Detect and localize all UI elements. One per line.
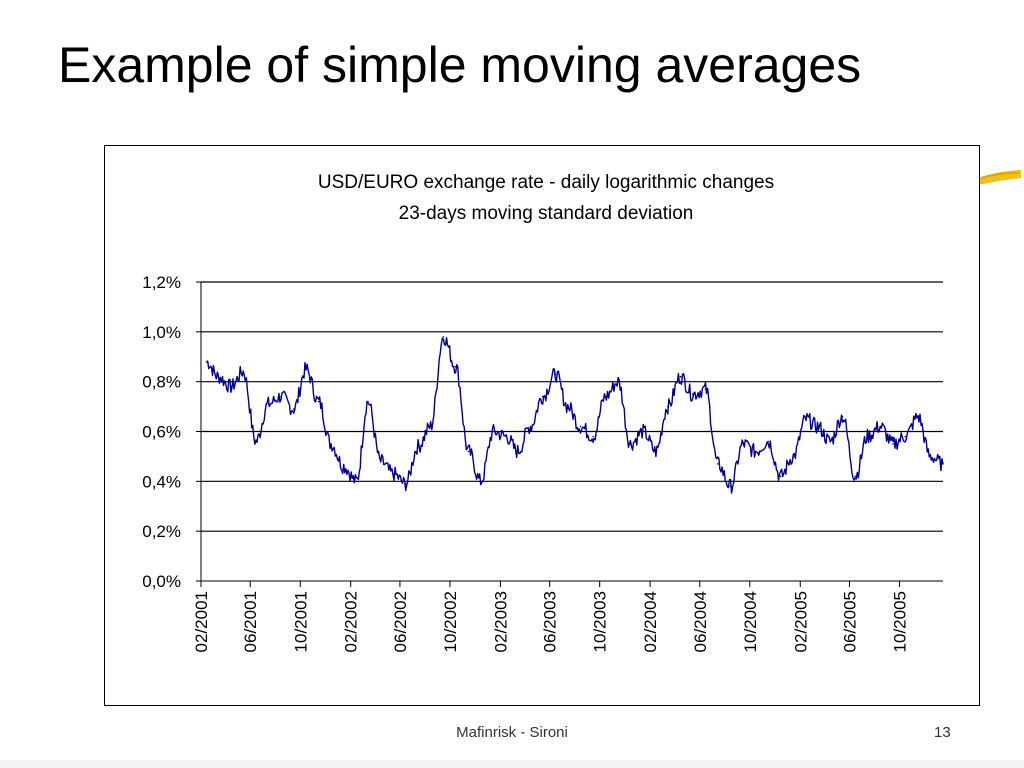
x-tick-label: 06/2005 — [840, 591, 859, 652]
x-tick-label: 06/2002 — [391, 591, 410, 652]
data-point — [917, 415, 919, 418]
data-point — [392, 473, 394, 475]
data-point — [579, 425, 582, 428]
data-point — [417, 445, 419, 448]
data-point — [854, 475, 856, 478]
x-tick-label: 10/2005 — [891, 591, 910, 652]
series-layer — [205, 336, 944, 494]
x-tick-label: 02/2002 — [342, 591, 361, 652]
data-point — [355, 480, 358, 483]
data-point — [305, 368, 307, 370]
data-point — [667, 405, 669, 408]
x-tick-label: 02/2001 — [192, 591, 211, 652]
bottom-rule — [0, 760, 1024, 768]
x-tick-label: 06/2004 — [691, 591, 710, 652]
data-point — [692, 393, 694, 395]
x-tick-label: 02/2005 — [791, 591, 810, 652]
data-point — [205, 360, 208, 363]
data-point — [230, 385, 232, 388]
data-point — [479, 480, 482, 483]
data-point — [566, 405, 569, 408]
data-point — [516, 450, 519, 453]
y-tick-label: 0,8% — [142, 373, 181, 392]
chart-frame: USD/EURO exchange rate - daily logarithm… — [104, 145, 980, 706]
page-number: 13 — [934, 724, 951, 741]
data-point — [866, 435, 869, 438]
data-point — [655, 450, 657, 453]
data-point — [454, 365, 457, 368]
data-point — [904, 435, 907, 438]
data-point — [554, 373, 557, 375]
data-point — [529, 425, 532, 428]
data-point — [879, 425, 881, 428]
data-point — [379, 460, 382, 463]
y-tick-label: 0,2% — [142, 522, 181, 541]
data-point — [367, 400, 369, 403]
x-tick-label: 06/2001 — [241, 591, 260, 652]
data-point — [929, 455, 932, 458]
x-tick-labels: 02/2001 06/2001 10/2001 02/2002 06/2002 10/20… — [192, 591, 910, 652]
data-point — [642, 430, 644, 433]
data-point — [729, 485, 732, 488]
data-point — [267, 403, 270, 405]
data-point — [792, 455, 795, 458]
x-tick-label: 02/2003 — [491, 591, 510, 652]
data-point — [217, 375, 219, 378]
data-point — [292, 408, 295, 410]
y-tick-label: 1,2% — [142, 273, 181, 292]
data-point — [592, 435, 594, 438]
slide-title: Example of simple moving averages — [58, 37, 862, 93]
data-point — [717, 463, 719, 465]
x-tick-label: 10/2003 — [591, 591, 610, 652]
data-point — [816, 425, 819, 428]
chart-title: USD/EURO exchange rate - daily logarithm… — [318, 172, 774, 193]
data-point — [829, 440, 831, 443]
y-tick-label: 1,0% — [142, 323, 181, 342]
y-tick-label: 0,6% — [142, 423, 181, 442]
data-point — [942, 463, 944, 465]
data-point — [492, 430, 495, 433]
data-point — [779, 475, 782, 478]
data-point — [617, 380, 619, 383]
axes — [196, 281, 943, 587]
data-point — [429, 425, 432, 428]
data-point — [442, 336, 445, 338]
data-point — [629, 443, 632, 445]
data-point — [280, 395, 282, 398]
data-point — [754, 450, 757, 453]
footer-text: Mafinrisk - Sironi — [456, 724, 568, 741]
x-tick-label: 10/2002 — [441, 591, 460, 652]
data-point — [767, 440, 770, 443]
data-point — [342, 465, 345, 468]
data-point — [255, 440, 257, 443]
data-point — [742, 443, 744, 445]
data-point — [330, 443, 332, 445]
data-point — [505, 435, 508, 438]
y-tick-labels: 0,0% 0,2% 0,4% 0,6% 0,8% 1,0% 1,2% — [142, 273, 181, 591]
data-point — [242, 370, 244, 373]
data-point — [317, 400, 320, 403]
y-tick-label: 0,0% — [142, 572, 181, 591]
data-point — [892, 443, 894, 445]
x-tick-label: 10/2001 — [291, 591, 310, 652]
data-point — [679, 375, 682, 378]
data-point — [541, 395, 544, 398]
chart-subtitle: 23-days moving standard deviation — [399, 203, 694, 224]
data-point — [404, 483, 407, 485]
data-point — [467, 450, 470, 453]
y-tick-label: 0,4% — [142, 472, 181, 491]
x-tick-label: 06/2003 — [541, 591, 560, 652]
highlighter-stroke-icon — [977, 170, 1021, 185]
series-line — [206, 336, 944, 494]
x-tick-label: 02/2004 — [641, 591, 660, 652]
chart-svg: USD/EURO exchange rate - daily logarithm… — [142, 172, 944, 652]
data-point — [604, 395, 607, 398]
data-point — [841, 415, 844, 418]
x-tick-label: 10/2004 — [741, 591, 760, 652]
data-point — [704, 388, 707, 390]
data-point — [805, 418, 807, 420]
